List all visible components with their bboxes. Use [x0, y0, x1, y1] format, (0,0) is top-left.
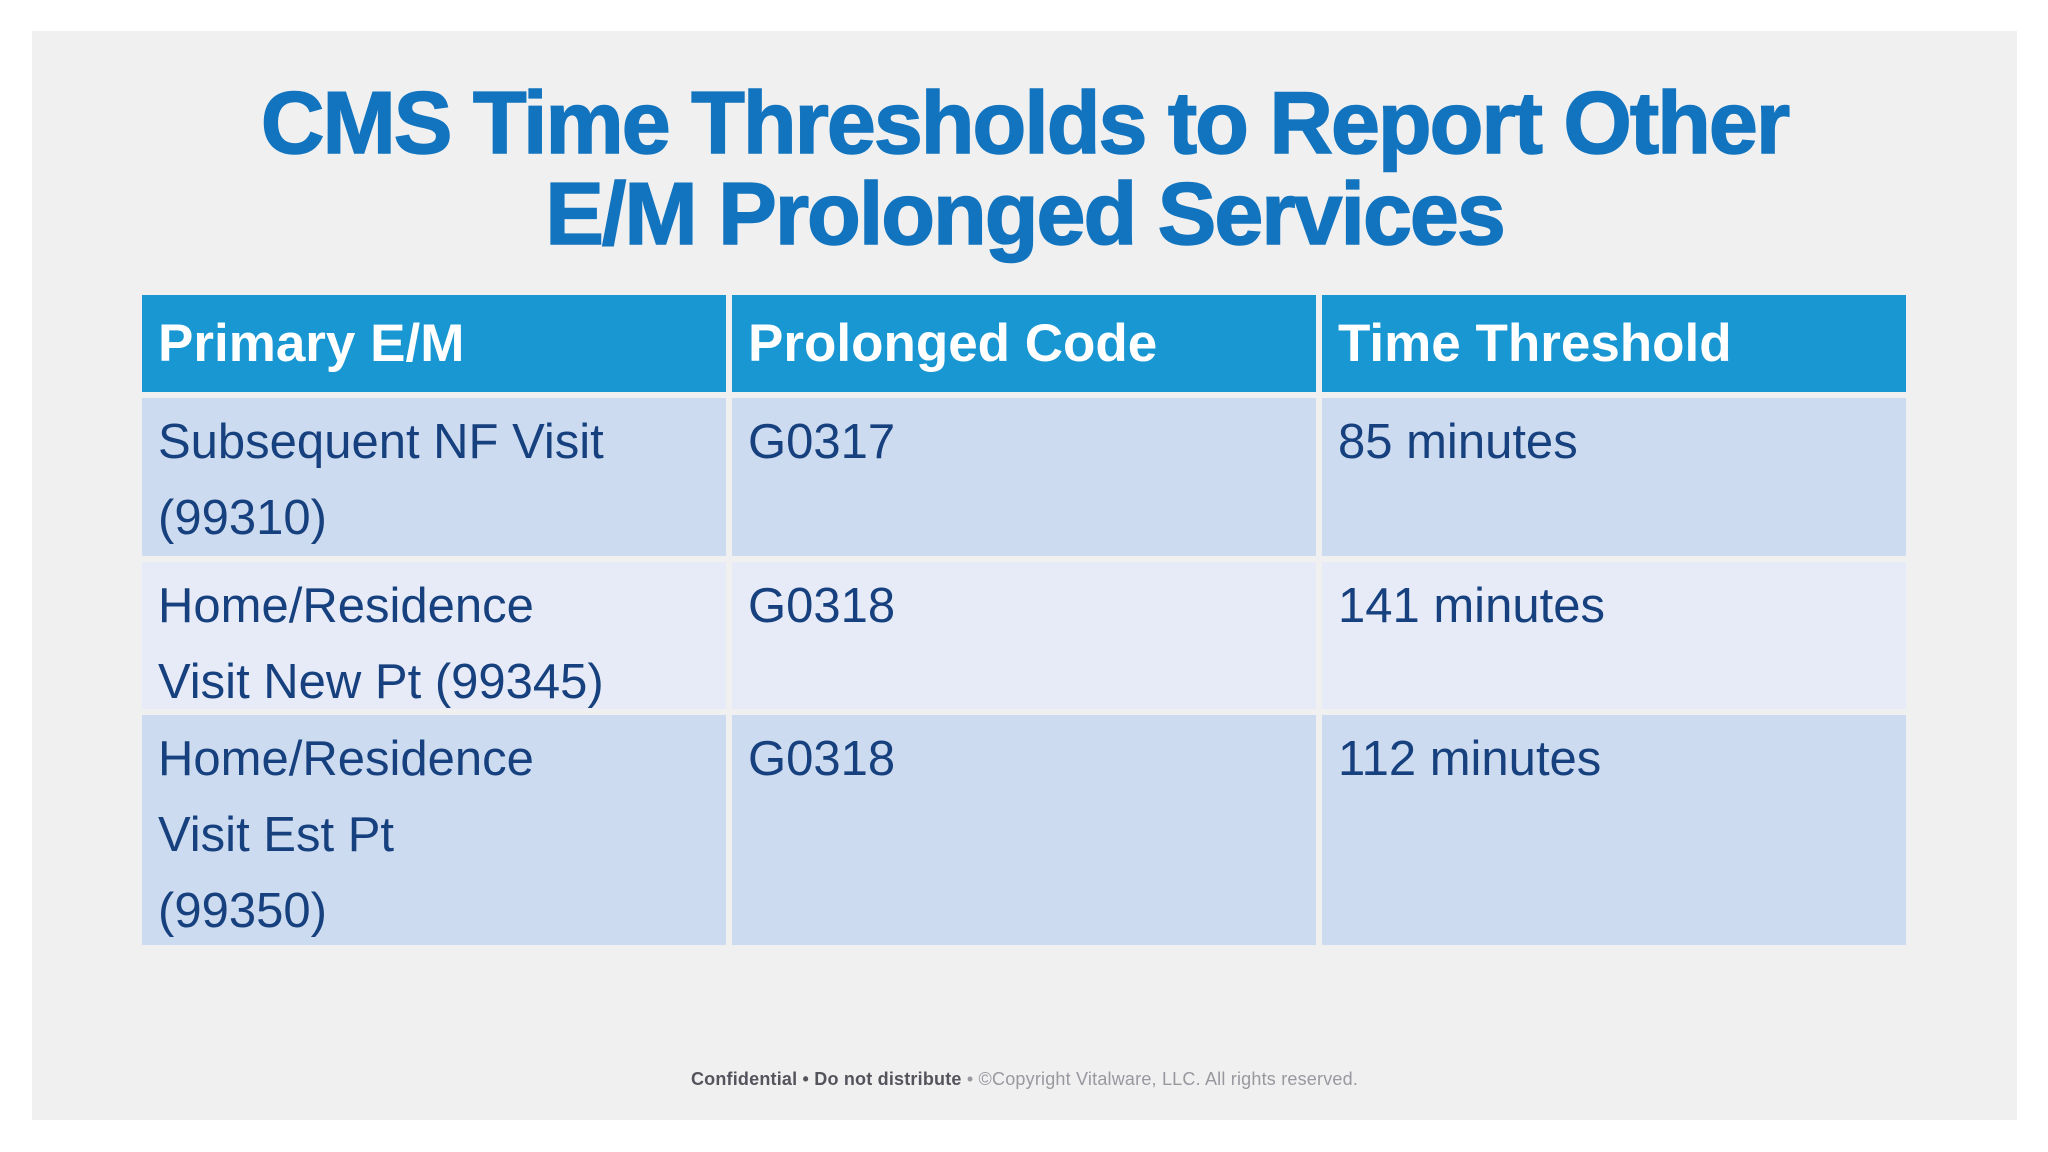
- page-title: CMS Time Thresholds to Report Other E/M …: [32, 73, 2017, 263]
- table-cell-row3-time-threshold: 112 minutes: [1322, 715, 1906, 945]
- table-cell-row2-prolonged-code: G0318: [732, 562, 1316, 709]
- footer-copyright-text: • ©Copyright Vitalware, LLC. All rights …: [961, 1069, 1359, 1089]
- footer-confidential-text: Confidential • Do not distribute: [690, 1069, 962, 1089]
- page-title-line-1: CMS Time Thresholds to Report Other: [260, 73, 1791, 172]
- table-cell-row1-primary-em: Subsequent NF Visit (99310): [142, 398, 726, 556]
- column-header-time-threshold: Time Threshold: [1322, 295, 1906, 392]
- slide-background: CMS Time Thresholds to Report Other E/M …: [32, 31, 2017, 1120]
- page-title-line-2: E/M Prolonged Services: [544, 163, 1506, 263]
- time-thresholds-table: Primary E/M Prolonged Code Time Threshol…: [142, 295, 1906, 945]
- table-cell-row1-time-threshold: 85 minutes: [1322, 398, 1906, 556]
- table-cell-row2-primary-em: Home/Residence Visit New Pt (99345): [142, 562, 726, 709]
- footer-disclaimer: Confidential • Do not distribute • ©Copy…: [32, 1069, 2017, 1090]
- column-header-prolonged-code: Prolonged Code: [732, 295, 1316, 392]
- table-cell-row2-time-threshold: 141 minutes: [1322, 562, 1906, 709]
- column-header-primary-em: Primary E/M: [142, 295, 726, 392]
- table-cell-row1-prolonged-code: G0317: [732, 398, 1316, 556]
- table-cell-row3-prolonged-code: G0318: [732, 715, 1316, 945]
- table-cell-row3-primary-em: Home/Residence Visit Est Pt (99350): [142, 715, 726, 945]
